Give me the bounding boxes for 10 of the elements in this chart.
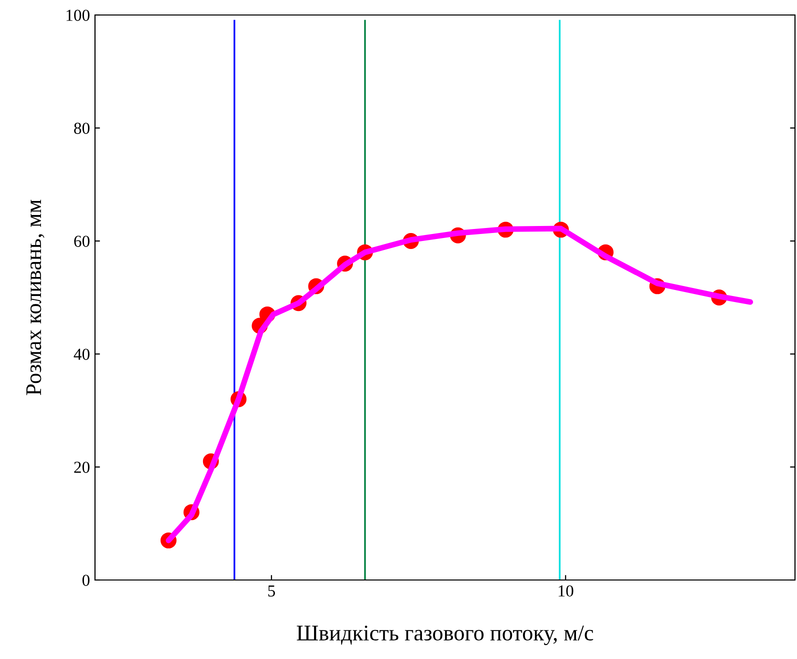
y-tick-label: 20 [74,462,90,473]
y-axis-title: Розмах коливань, мм [26,200,44,396]
y-tick-label: 60 [74,236,90,247]
x-tick-label: 5 [268,586,275,597]
y-tick-label: 40 [74,348,90,360]
y-tick-label: 0 [82,574,90,586]
x-tick-label: 10 [558,585,574,597]
x-axis-title: Швидкість газового потоку, м/с [296,626,594,646]
y-tick-label: 100 [66,10,90,21]
y-tick-label: 80 [74,122,90,134]
